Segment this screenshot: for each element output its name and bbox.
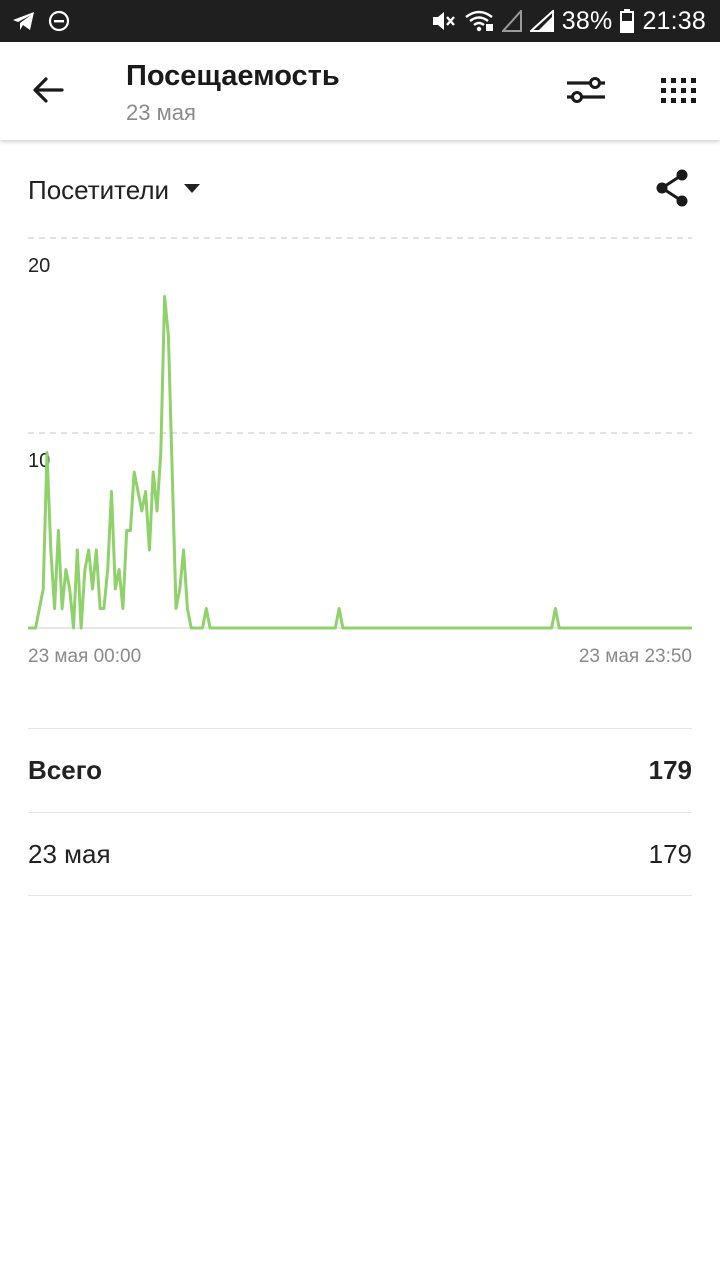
share-button[interactable] bbox=[650, 168, 694, 212]
back-button[interactable] bbox=[26, 70, 70, 114]
telegram-icon bbox=[12, 10, 36, 32]
grid-dot bbox=[671, 87, 676, 93]
grid-dot bbox=[691, 87, 696, 93]
filter-button[interactable] bbox=[562, 70, 610, 114]
clock: 21:38 bbox=[642, 6, 706, 35]
wifi-icon bbox=[464, 9, 494, 33]
date-row[interactable]: 23 мая 179 bbox=[28, 812, 692, 896]
grid-dots-icon bbox=[658, 75, 698, 110]
total-value: 179 bbox=[648, 755, 692, 785]
grid-dot bbox=[661, 97, 666, 103]
visitors-chart: 20 10 23 мая 00:00 23 мая 23:50 bbox=[0, 220, 720, 680]
back-arrow-icon bbox=[32, 76, 64, 109]
share-icon bbox=[654, 168, 690, 213]
do-not-disturb-icon bbox=[48, 10, 70, 32]
grid-dot bbox=[671, 77, 676, 83]
metric-dropdown[interactable]: Посетители bbox=[28, 168, 201, 212]
x-axis-label-end: 23 мая 23:50 bbox=[579, 646, 692, 667]
visitors-series-line bbox=[28, 295, 692, 630]
battery-icon bbox=[620, 9, 635, 33]
date-value: 179 bbox=[648, 838, 692, 869]
signal-empty-icon bbox=[501, 10, 522, 32]
filter-sliders-icon bbox=[565, 75, 607, 110]
metric-label: Посетители bbox=[28, 174, 170, 205]
page-title: Посещаемость bbox=[126, 60, 340, 92]
app-bar: Посещаемость 23 мая bbox=[0, 42, 720, 140]
total-label: Всего bbox=[28, 755, 103, 785]
dropdown-triangle-icon bbox=[183, 181, 201, 199]
grid-dot bbox=[661, 87, 666, 93]
battery-percent: 38% bbox=[561, 6, 613, 35]
grid-dot bbox=[691, 77, 696, 83]
date-label: 23 мая bbox=[28, 838, 111, 869]
grid-dot bbox=[671, 97, 676, 103]
x-axis-label-start: 23 мая 00:00 bbox=[28, 646, 141, 667]
grid-dot bbox=[661, 77, 666, 83]
status-bar: 38% 21:38 bbox=[0, 0, 720, 42]
grid-dot bbox=[681, 87, 686, 93]
menu-grid-button[interactable] bbox=[654, 70, 702, 114]
page-subtitle: 23 мая bbox=[126, 100, 196, 125]
grid-dot bbox=[681, 77, 686, 83]
grid-dot bbox=[681, 97, 686, 103]
grid-dot bbox=[691, 97, 696, 103]
mute-icon bbox=[430, 9, 456, 33]
signal-icon bbox=[529, 10, 554, 32]
y-tick-label: 10 bbox=[28, 450, 50, 472]
y-tick-label: 20 bbox=[28, 255, 50, 277]
total-row: Всего 179 bbox=[28, 728, 692, 812]
